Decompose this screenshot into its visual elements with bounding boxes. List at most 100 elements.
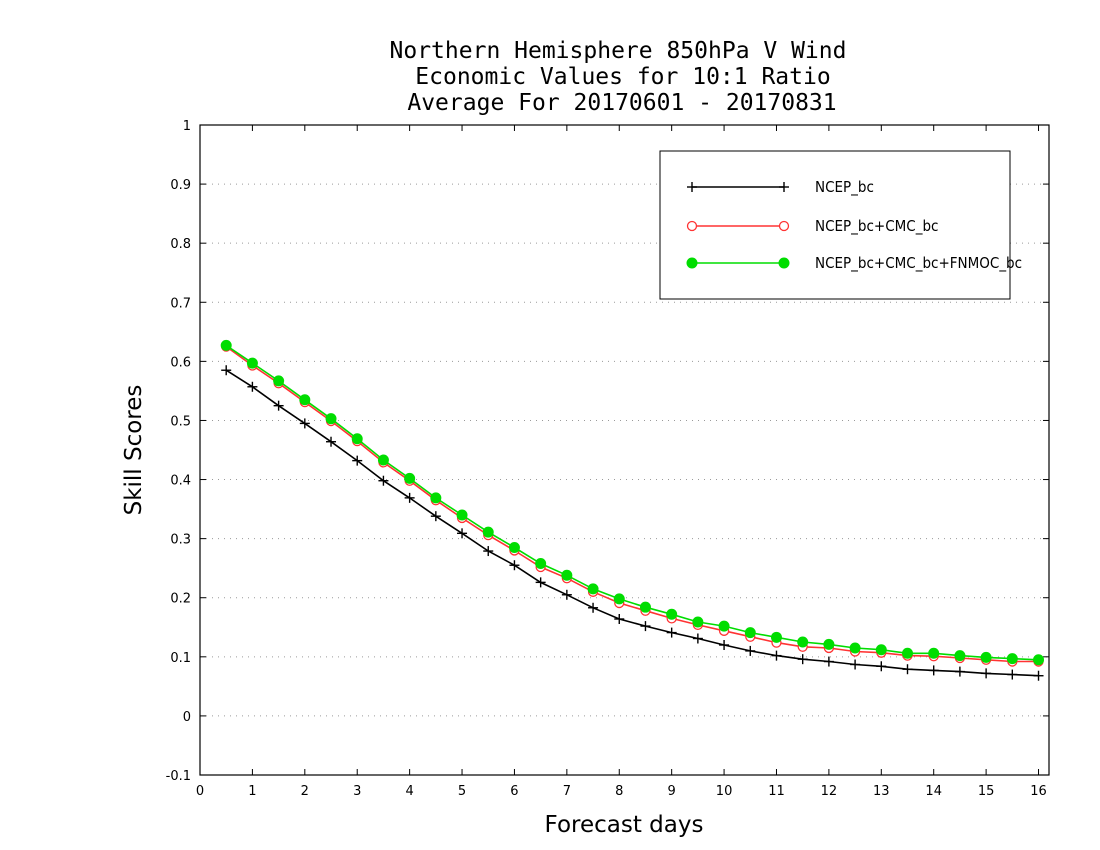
series-0-point-28 xyxy=(954,666,965,677)
series-0-point-29 xyxy=(981,668,992,679)
x-tick-label-2: 2 xyxy=(301,784,309,799)
x-tick-label-12: 12 xyxy=(821,784,838,799)
title-line-3: Average For 20170601 - 20170831 xyxy=(407,90,836,116)
series-0-point-10 xyxy=(483,546,494,557)
series-0-point-5 xyxy=(352,455,363,466)
series-0-point-6 xyxy=(378,475,389,486)
x-tick-label-3: 3 xyxy=(353,784,361,799)
x-tick-label-9: 9 xyxy=(668,784,676,799)
series-0-point-31 xyxy=(1033,670,1044,681)
series-2-point-1 xyxy=(246,357,258,369)
y-tick-label-11: 1 xyxy=(183,119,191,134)
y-tick-label-6: 0.5 xyxy=(170,414,191,429)
series-0-point-23 xyxy=(823,656,834,667)
series-0-point-4 xyxy=(326,436,337,447)
y-tick-label-5: 0.4 xyxy=(170,474,191,489)
series-2-point-23 xyxy=(823,638,835,650)
plot-frame xyxy=(199,124,1050,776)
series-0-point-15 xyxy=(614,614,625,624)
series-0-point-0 xyxy=(221,365,232,376)
y-tick-label-7: 0.6 xyxy=(170,355,191,370)
title-line-1: Northern Hemisphere 850hPa V Wind xyxy=(390,38,847,64)
series-0-point-19 xyxy=(719,640,730,650)
series-0-point-9 xyxy=(457,528,468,539)
x-tick-label-4: 4 xyxy=(405,784,413,799)
series-0-point-18 xyxy=(692,633,703,644)
series-2-point-31 xyxy=(1033,654,1045,666)
series-2-point-0 xyxy=(220,339,232,351)
x-tick-label-5: 5 xyxy=(458,784,466,799)
legend-label-0: NCEP_bc xyxy=(815,178,874,197)
plot-border xyxy=(199,124,1050,776)
x-tick-label-10: 10 xyxy=(716,784,733,799)
x-tick-label-14: 14 xyxy=(925,784,942,799)
y-tick-label-10: 0.9 xyxy=(170,178,191,193)
legend-marker-left-0 xyxy=(687,182,697,192)
series-2-point-13 xyxy=(561,569,573,581)
series-2-point-2 xyxy=(273,375,285,387)
x-tick-label-6: 6 xyxy=(510,784,518,799)
series-0-point-12 xyxy=(535,577,546,588)
series-1 xyxy=(221,341,1044,667)
y-tick-label-9: 0.8 xyxy=(170,237,191,252)
x-axis-label: Forecast days xyxy=(545,812,704,838)
series-0-point-26 xyxy=(902,664,913,675)
series-0-point-22 xyxy=(797,654,808,665)
legend-marker-right-0 xyxy=(779,182,789,192)
series-2-point-27 xyxy=(928,647,940,659)
series-0-point-11 xyxy=(509,560,520,571)
legend-marker-left-2 xyxy=(686,257,698,269)
series-2-point-24 xyxy=(849,642,861,654)
series-2-point-21 xyxy=(770,631,782,643)
series-2-point-17 xyxy=(666,608,678,620)
series-2-point-25 xyxy=(875,644,887,656)
series-2-point-7 xyxy=(404,472,416,484)
series-2-point-20 xyxy=(744,627,756,639)
y-tick-label-1: 0 xyxy=(183,710,191,725)
series-lines xyxy=(220,339,1045,681)
series-0 xyxy=(221,365,1044,681)
series-2-point-11 xyxy=(508,542,520,553)
series-2-point-8 xyxy=(430,492,442,504)
series-line-0 xyxy=(225,369,1039,677)
series-2-point-18 xyxy=(692,616,704,628)
series-0-point-14 xyxy=(588,602,599,613)
series-0-point-25 xyxy=(876,661,887,672)
series-0-point-2 xyxy=(273,400,284,411)
y-tick-label-8: 0.7 xyxy=(170,296,191,311)
chart-title: Northern Hemisphere 850hPa V Wind Econom… xyxy=(390,38,847,116)
series-0-point-1 xyxy=(247,381,258,392)
x-tick-label-11: 11 xyxy=(768,784,785,799)
x-tick-label-0: 0 xyxy=(196,784,204,799)
title-line-2: Economic Values for 10:1 Ratio xyxy=(415,64,830,90)
series-2 xyxy=(220,339,1045,666)
y-tick-label-3: 0.2 xyxy=(170,592,191,607)
series-2-point-5 xyxy=(351,433,363,445)
series-0-point-17 xyxy=(666,627,677,638)
series-2-point-12 xyxy=(535,557,547,569)
legend-box xyxy=(659,150,1011,300)
x-tick-label-7: 7 xyxy=(563,784,571,799)
series-0-point-13 xyxy=(561,589,572,600)
series-2-point-16 xyxy=(639,601,651,613)
y-tick-label-0: -0.1 xyxy=(166,769,191,784)
series-0-point-16 xyxy=(640,621,651,632)
x-tick-label-8: 8 xyxy=(615,784,623,799)
y-tick-label-4: 0.3 xyxy=(170,533,191,548)
legend-marker-right-2 xyxy=(778,257,790,269)
series-0-point-3 xyxy=(299,418,310,429)
legend-label-1: NCEP_bc+CMC_bc xyxy=(815,217,938,236)
series-line-2 xyxy=(225,344,1039,661)
legend: NCEP_bc NCEP_bc+CMC_bc NCEP_bc+CMC_bc+FNMO… xyxy=(659,150,1022,300)
y-axis-label: Skill Scores xyxy=(121,385,147,516)
series-2-point-6 xyxy=(377,454,389,466)
x-tick-label-1: 1 xyxy=(248,784,256,799)
x-tick-label-13: 13 xyxy=(873,784,890,799)
series-0-point-30 xyxy=(1007,669,1018,680)
series-0-point-8 xyxy=(430,511,441,522)
series-0-point-21 xyxy=(771,650,782,661)
series-2-point-9 xyxy=(456,509,468,521)
legend-marker-right-1 xyxy=(778,220,790,232)
series-2-point-19 xyxy=(718,620,730,632)
